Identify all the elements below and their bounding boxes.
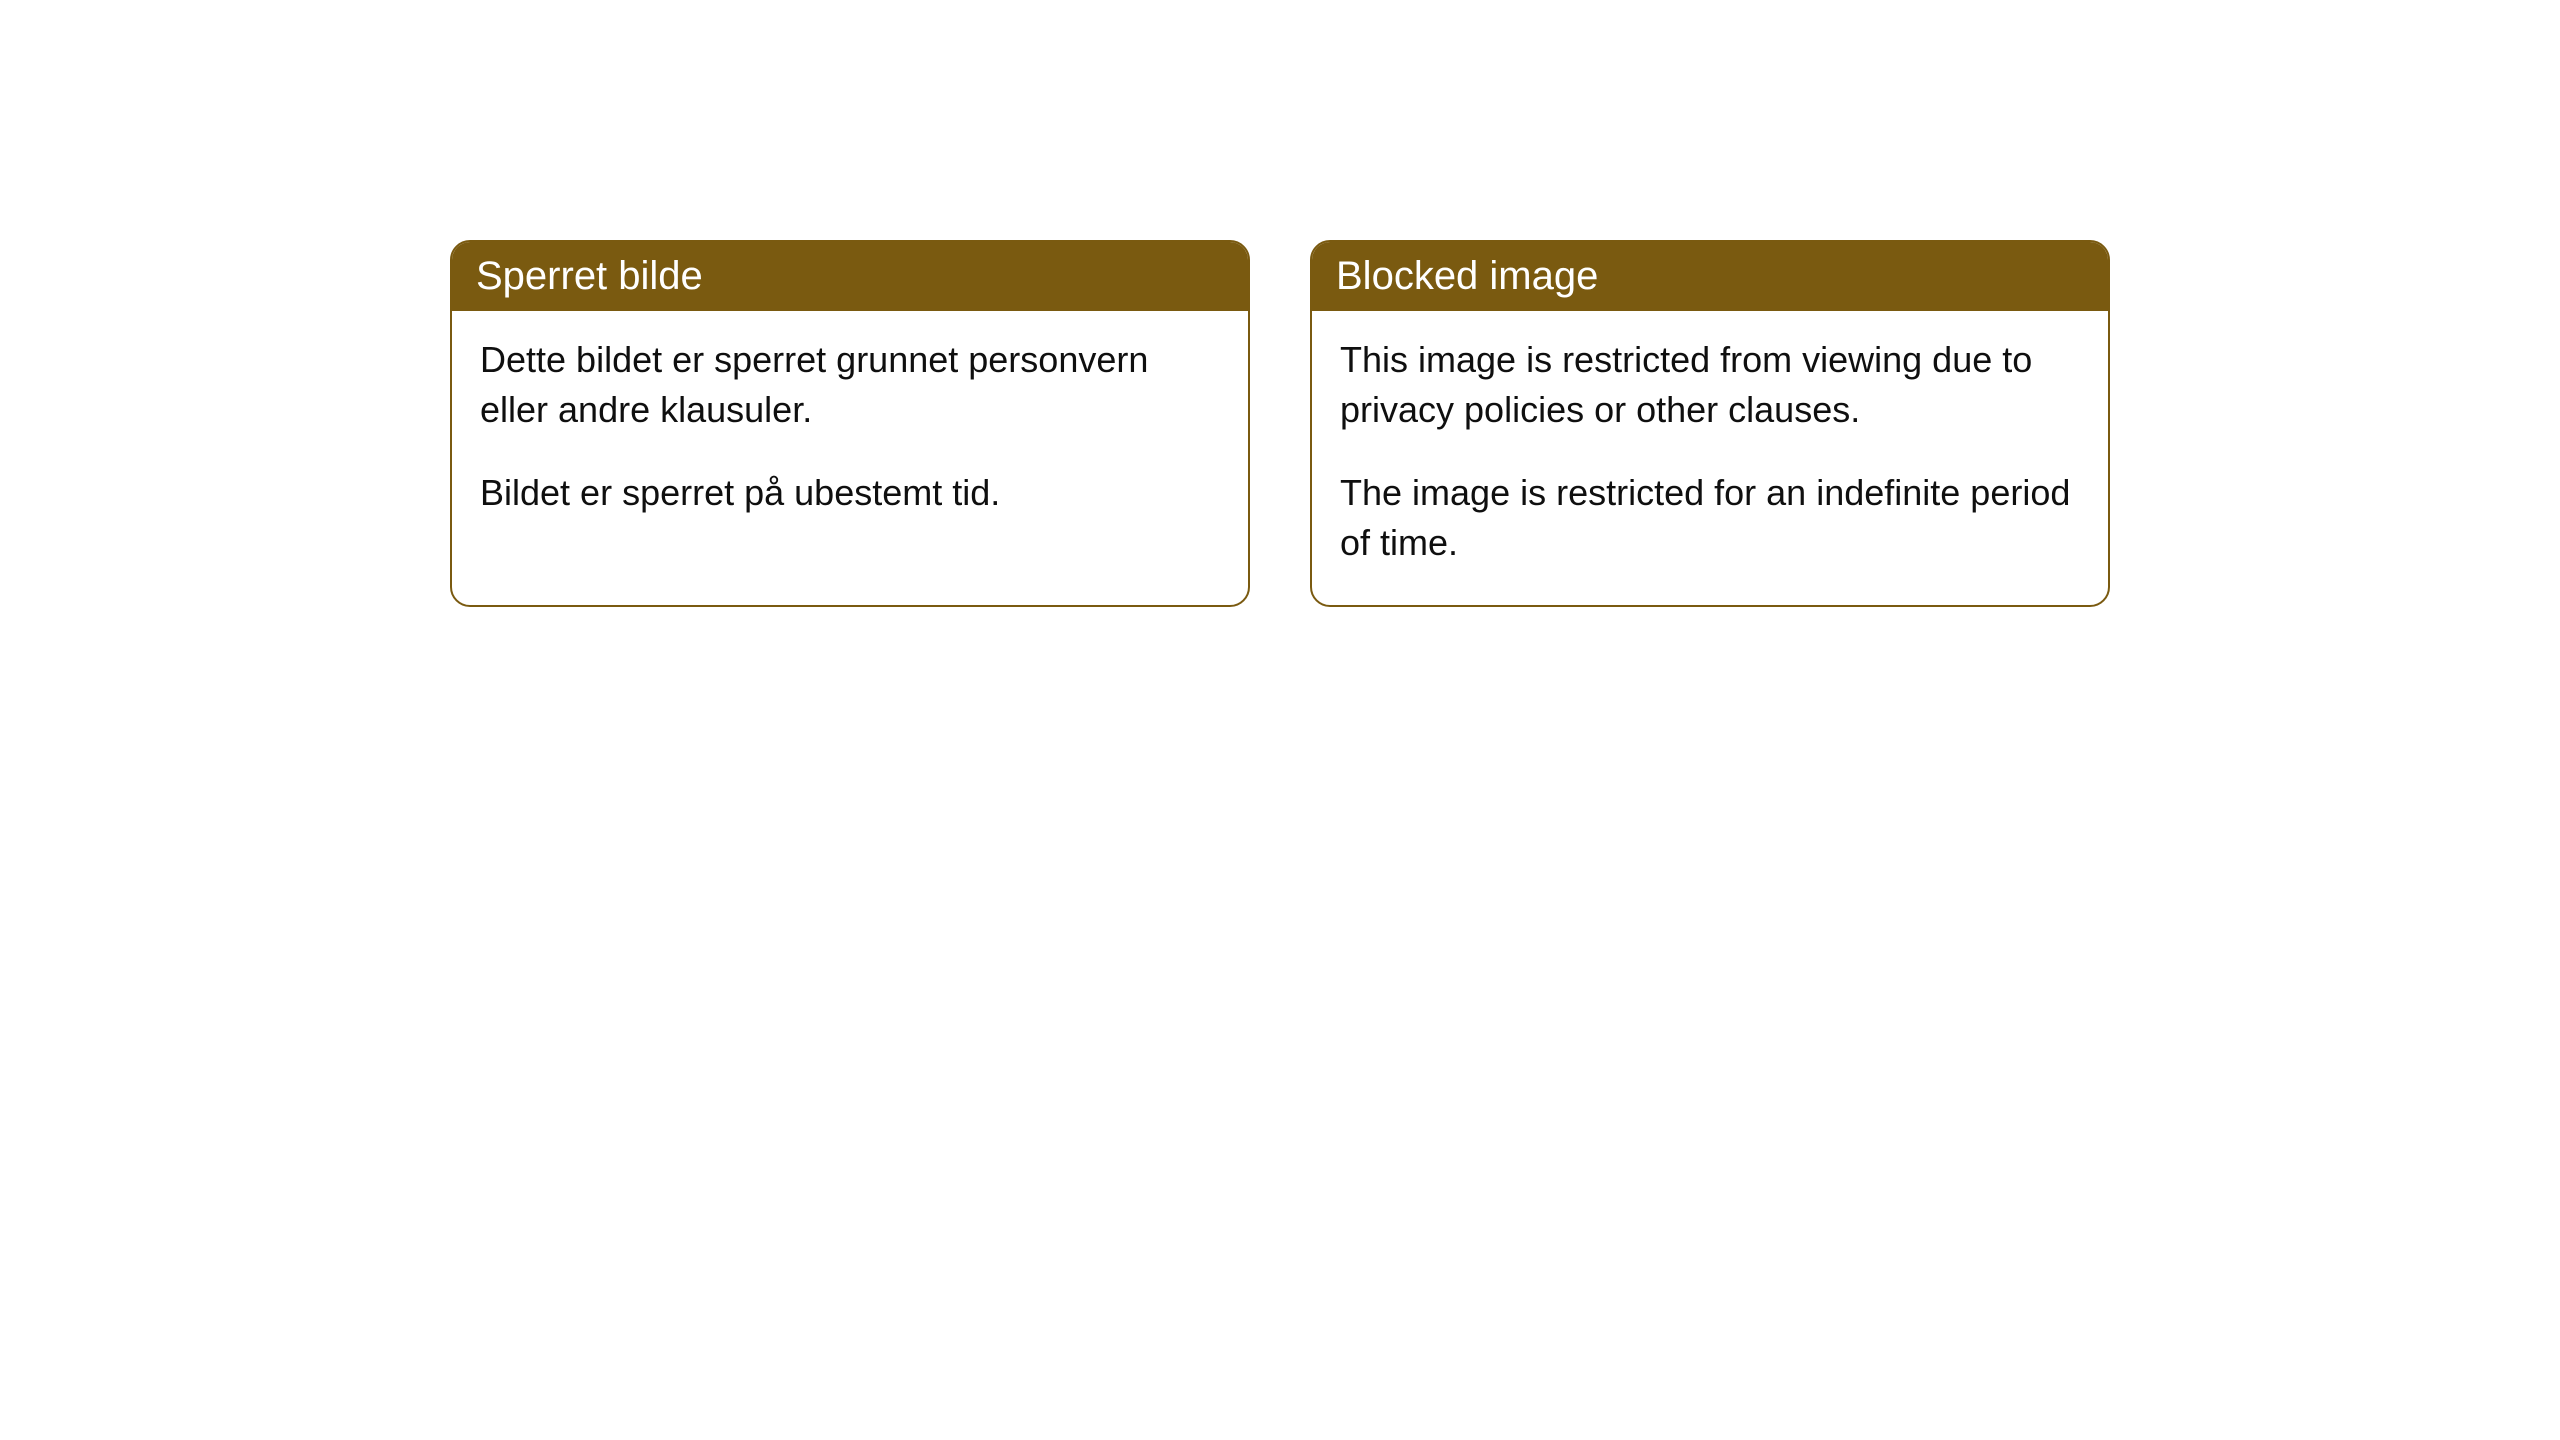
card-paragraph-1: This image is restricted from viewing du… xyxy=(1340,335,2080,436)
notice-card-english: Blocked image This image is restricted f… xyxy=(1310,240,2110,607)
card-header: Sperret bilde xyxy=(452,242,1248,311)
card-title: Sperret bilde xyxy=(476,254,703,298)
card-header: Blocked image xyxy=(1312,242,2108,311)
card-body: This image is restricted from viewing du… xyxy=(1312,311,2108,605)
card-paragraph-1: Dette bildet er sperret grunnet personve… xyxy=(480,335,1220,436)
notice-cards-container: Sperret bilde Dette bildet er sperret gr… xyxy=(450,240,2560,607)
card-paragraph-2: Bildet er sperret på ubestemt tid. xyxy=(480,468,1220,518)
card-body: Dette bildet er sperret grunnet personve… xyxy=(452,311,1248,554)
card-title: Blocked image xyxy=(1336,254,1598,298)
card-paragraph-2: The image is restricted for an indefinit… xyxy=(1340,468,2080,569)
notice-card-norwegian: Sperret bilde Dette bildet er sperret gr… xyxy=(450,240,1250,607)
